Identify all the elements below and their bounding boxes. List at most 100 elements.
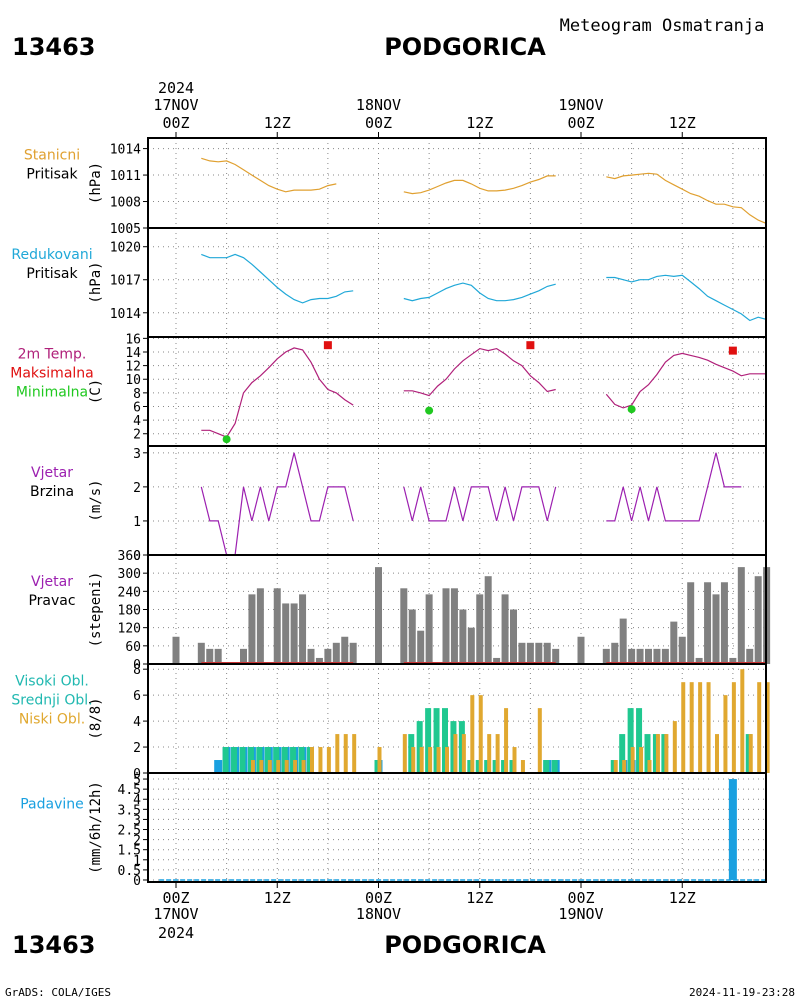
x-tick-label-top: 00Z [162,114,189,132]
y-tick-label: 0 [133,874,141,889]
low-cloud-bar [655,734,660,773]
wind-direction-bar [282,603,290,664]
wind-direction-bar [307,648,315,664]
y-tick-label: 6 [133,689,141,704]
tmin-marker [425,406,434,415]
low-cloud-bar [748,734,753,773]
low-cloud-bar [765,682,770,773]
panel-label: Maksimalna [10,366,94,382]
y-tick-label: 12 [125,360,141,375]
low-cloud-bar [639,747,644,773]
low-cloud-bar [445,747,449,773]
low-cloud-bar [672,721,677,773]
wind-direction-bar [493,657,501,664]
low-cloud-bar [630,747,635,773]
y-tick-label: 3.5 [118,803,141,818]
low-cloud-bar [284,760,289,773]
wind-direction-bar [510,609,517,664]
wind-direction-bar [324,648,332,664]
wind-direction-bar [400,588,408,664]
wind-direction-bar [687,582,695,664]
tmax-marker [728,346,737,355]
panel-label: Redukovani [11,247,92,263]
date-label-bottom: 18NOV [356,905,401,923]
y-axis-label: (C) [88,379,104,404]
y-tick-label: 180 [118,604,141,619]
year-label-bottom: 2024 [158,924,194,942]
y-axis-label: (hPa) [88,162,104,204]
y-tick-label: 0 [133,549,141,564]
low-cloud-bar [377,747,382,773]
y-tick-label: 0 [133,658,141,673]
wind-direction-bar [602,648,610,664]
y-tick-label: 2 [133,481,141,496]
mid-cloud-bar [636,708,643,773]
wind-direction-bar [670,621,678,664]
wind-direction-bar [417,630,425,664]
low-cloud-bar [487,734,492,773]
wind-direction-bar [729,657,737,664]
y-tick-label: 240 [118,585,141,600]
data-layer [159,157,771,881]
panel-frame [147,445,767,556]
low-cloud-bar [470,695,475,773]
wind-direction-bar [552,648,560,664]
y-tick-label: 60 [125,640,141,655]
y-tick-label: 1011 [110,169,141,184]
y-tick-label: 120 [118,622,141,637]
x-tick-label-bottom: 12Z [466,889,493,907]
mid-cloud-bar [231,747,238,773]
low-cloud-bar [318,747,323,773]
wind-direction-bar [653,648,661,664]
x-tick-label-top: 00Z [567,114,594,132]
reduced-pressure-line [201,253,767,322]
wind-direction-bar [746,648,754,664]
wind-direction-bar [678,636,686,664]
y-tick-label: 1 [133,854,141,869]
y-tick-label: 2 [133,834,141,849]
wind-direction-bar [704,582,712,664]
low-cloud-bar [681,682,686,773]
low-cloud-bar [461,734,466,773]
low-cloud-bar [326,747,331,773]
wind-direction-bar [248,594,256,664]
wind-direction-bar [450,588,458,664]
x-tick-label-bottom: 00Z [162,889,189,907]
panel-label: Padavine [20,797,84,813]
wind-direction-bar [256,588,264,664]
mid-cloud-bar [644,734,651,773]
wind-direction-bar [476,594,484,664]
wind-direction-bar [172,636,180,664]
low-cloud-bar [276,760,281,773]
wind-direction-bar [619,618,627,664]
low-cloud-bar [411,747,416,773]
low-cloud-bar [731,682,736,773]
panel-label: Niski Obl. [19,712,85,728]
wind-direction-bar [332,642,340,664]
tmax-marker [323,341,332,350]
wind-direction-bar [543,642,551,664]
x-tick-label-top: 12Z [669,114,696,132]
x-tick-label-top: 12Z [264,114,291,132]
wind-direction-bar [459,609,467,664]
wind-direction-bar [408,609,416,664]
panel-label: Minimalna [16,385,88,401]
date-label-top: 19NOV [558,96,603,114]
wind-direction-bar [197,642,205,664]
date-label-bottom: 19NOV [558,905,603,923]
low-cloud-bar [520,760,525,773]
y-tick-label: 1014 [110,307,141,322]
chart-title: Meteogram Osmatranja [560,16,765,36]
low-cloud-bar [715,734,719,773]
low-cloud-bar [664,734,669,773]
panel-label: Pravac [28,593,75,609]
low-cloud-bar [343,734,348,773]
wind-direction-bar [315,657,323,664]
low-cloud-bar [335,734,340,773]
wind-direction-bar [501,594,509,664]
mid-cloud-bar [543,760,550,773]
mid-cloud-bar [627,708,634,773]
panel-frame [147,227,767,338]
low-cloud-bar [436,747,441,773]
x-tick-label-bottom: 00Z [567,889,594,907]
